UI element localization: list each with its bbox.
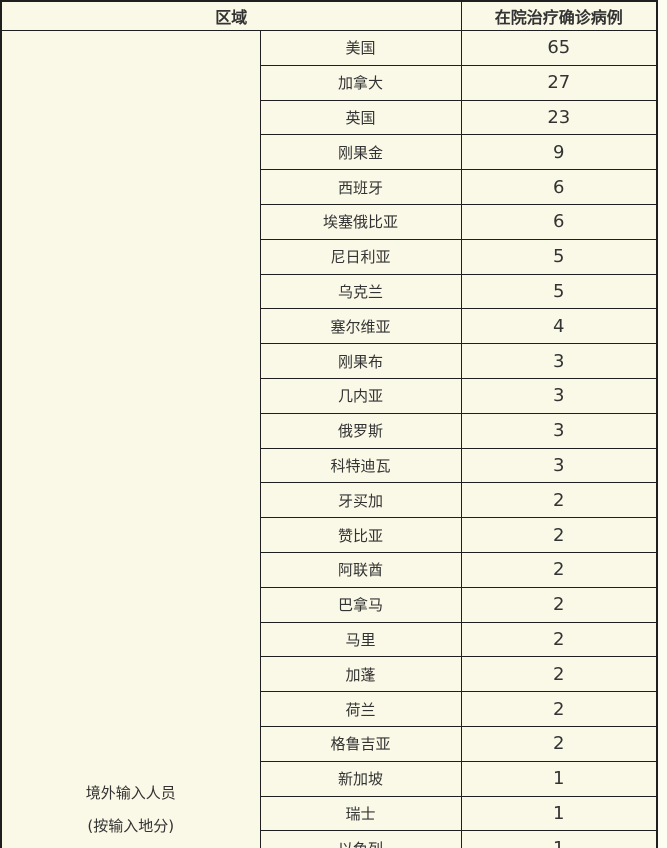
country-cell: 加蓬 xyxy=(259,656,462,693)
table-row: 俄罗斯 3 xyxy=(1,412,658,449)
count-cell: 2 xyxy=(460,725,658,762)
table-row: 瑞士 1 xyxy=(1,795,658,832)
table-row: 加拿大 27 xyxy=(1,64,658,101)
count-cell: 23 xyxy=(460,99,658,136)
table-body: 境外输入人员 (按输入地分) 美国 65 加拿大 27 英国 23 刚果金 9 … xyxy=(0,30,658,848)
count-cell: 2 xyxy=(460,621,658,658)
table-row: 荷兰 2 xyxy=(1,691,658,727)
region-group-line2: (按输入地分) xyxy=(87,817,175,835)
count-cell: 4 xyxy=(460,308,658,345)
country-cell: 新加坡 xyxy=(259,760,462,797)
table-row: 阿联酋 2 xyxy=(1,551,658,588)
count-cell: 3 xyxy=(460,447,658,484)
count-cell: 2 xyxy=(460,482,658,519)
region-group-cell: 境外输入人员 (按输入地分) xyxy=(0,30,261,848)
country-cell: 尼日利亚 xyxy=(259,238,462,275)
country-cell: 刚果金 xyxy=(259,134,462,171)
count-cell: 3 xyxy=(460,412,658,449)
table-row: 刚果布 3 xyxy=(1,343,658,379)
country-cell: 巴拿马 xyxy=(259,586,462,623)
table-row: 西班牙 6 xyxy=(1,169,658,205)
country-cell: 英国 xyxy=(259,99,462,136)
count-cell: 2 xyxy=(460,691,658,727)
country-cell: 塞尔维亚 xyxy=(259,308,462,345)
count-cell: 5 xyxy=(460,238,658,275)
country-cell: 阿联酋 xyxy=(259,551,462,588)
count-cell: 1 xyxy=(460,760,658,797)
table-row: 刚果金 9 xyxy=(1,134,658,171)
country-cell: 俄罗斯 xyxy=(259,412,462,449)
table-row: 塞尔维亚 4 xyxy=(1,308,658,345)
country-cell: 美国 xyxy=(259,30,462,66)
country-cell: 刚果布 xyxy=(259,343,462,379)
region-group-label: 境外输入人员 (按输入地分) xyxy=(2,777,259,843)
country-cell: 格鲁吉亚 xyxy=(259,725,462,762)
count-cell: 2 xyxy=(460,656,658,693)
country-cell: 加拿大 xyxy=(259,64,462,101)
table-row: 格鲁吉亚 2 xyxy=(1,725,658,762)
table-header: 区域 在院治疗确诊病例 xyxy=(0,0,658,31)
count-cell: 1 xyxy=(460,830,658,848)
count-cell: 6 xyxy=(460,203,658,240)
table-row: 以色列 1 xyxy=(1,830,658,848)
country-cell: 乌克兰 xyxy=(259,273,462,310)
table-row: 科特迪瓦 3 xyxy=(1,447,658,484)
header-cases: 在院治疗确诊病例 xyxy=(460,0,658,31)
country-cell: 瑞士 xyxy=(259,795,462,832)
country-cell: 埃塞俄比亚 xyxy=(259,203,462,240)
count-cell: 9 xyxy=(460,134,658,171)
country-cell: 西班牙 xyxy=(259,169,462,205)
count-cell: 65 xyxy=(460,30,658,66)
country-cell: 以色列 xyxy=(259,830,462,848)
count-cell: 5 xyxy=(460,273,658,310)
header-row: 区域 在院治疗确诊病例 xyxy=(0,0,658,31)
region-group-line1: 境外输入人员 xyxy=(85,784,176,802)
count-cell: 27 xyxy=(460,64,658,101)
table-row: 巴拿马 2 xyxy=(1,586,658,623)
table-row: 埃塞俄比亚 6 xyxy=(1,203,658,240)
count-cell: 3 xyxy=(460,343,658,379)
country-cell: 科特迪瓦 xyxy=(259,447,462,484)
count-cell: 1 xyxy=(460,795,658,832)
table-row: 英国 23 xyxy=(1,99,658,136)
country-cell: 赞比亚 xyxy=(259,517,462,553)
table-row: 尼日利亚 5 xyxy=(1,238,658,275)
count-cell: 2 xyxy=(460,586,658,623)
count-cell: 2 xyxy=(460,551,658,588)
table-row: 乌克兰 5 xyxy=(1,273,658,310)
country-cell: 荷兰 xyxy=(259,691,462,727)
header-region: 区域 xyxy=(0,0,462,31)
count-cell: 6 xyxy=(460,169,658,205)
count-cell: 2 xyxy=(460,517,658,553)
count-cell: 3 xyxy=(460,377,658,414)
table-row: 境外输入人员 (按输入地分) 美国 65 xyxy=(0,30,658,848)
country-cell: 几内亚 xyxy=(259,377,462,414)
country-cell: 马里 xyxy=(259,621,462,658)
table-row: 几内亚 3 xyxy=(1,377,658,414)
country-cell: 牙买加 xyxy=(259,482,462,519)
